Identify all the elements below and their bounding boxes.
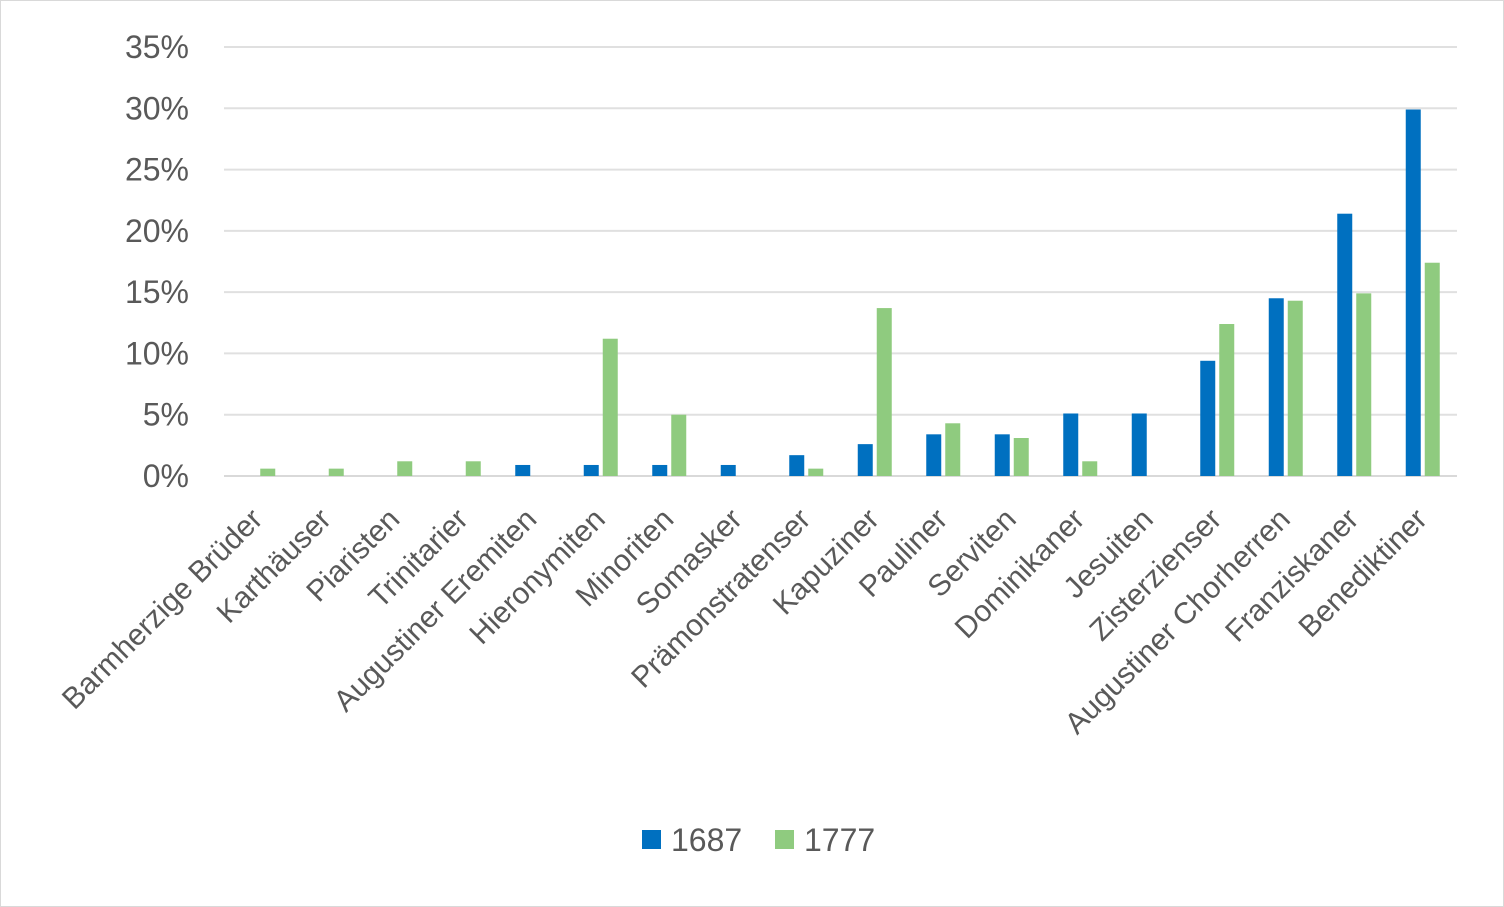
bar-1687 <box>1268 298 1284 476</box>
bar-1687 <box>515 464 531 476</box>
bar-1687 <box>1337 213 1353 476</box>
bar-1687 <box>720 464 736 476</box>
bar-1777 <box>876 308 892 476</box>
bar-1687 <box>789 455 805 476</box>
legend-swatch <box>642 830 661 849</box>
bar-1687 <box>1131 413 1147 476</box>
legend-label: 1777 <box>804 822 875 858</box>
y-tick-label: 5% <box>143 397 189 433</box>
bar-1687 <box>994 434 1010 476</box>
bar-1687 <box>857 444 873 476</box>
bar-1777 <box>260 468 276 476</box>
bar-1777 <box>1287 300 1303 476</box>
bar-1687 <box>652 464 668 476</box>
bar-1687 <box>926 434 942 476</box>
bar-1777 <box>671 414 687 476</box>
y-tick-label: 25% <box>125 152 189 188</box>
bar-1777 <box>945 423 961 476</box>
bar-1777 <box>465 461 481 476</box>
y-tick-label: 10% <box>125 335 189 371</box>
bar-1687 <box>1405 109 1421 477</box>
gridlines <box>224 46 1457 477</box>
bars <box>260 109 1440 477</box>
bar-1687 <box>583 464 599 476</box>
bar-1777 <box>808 468 824 476</box>
y-axis-ticks: 0% 5% 10% 15% 20% 25% 30% 35% <box>125 29 189 494</box>
legend-swatch <box>775 830 794 849</box>
legend-label: 1687 <box>671 822 742 858</box>
legend-item-1687: 1687 <box>642 822 742 858</box>
bar-1777 <box>397 461 413 476</box>
bar-1687 <box>1200 360 1216 476</box>
bar-1777 <box>1013 438 1029 476</box>
y-tick-label: 30% <box>125 90 189 126</box>
bar-1777 <box>602 338 618 476</box>
y-tick-label: 0% <box>143 458 189 494</box>
bar-1777 <box>1356 293 1372 476</box>
legend: 1687 1777 <box>642 822 875 858</box>
bar-1777 <box>1424 262 1440 476</box>
y-tick-label: 20% <box>125 213 189 249</box>
x-axis-labels: Barmherzige BrüderKarthäuserPiaristenTri… <box>56 503 1434 741</box>
y-tick-label: 35% <box>125 29 189 65</box>
bar-1777 <box>1219 324 1235 476</box>
bar-1777 <box>328 468 344 476</box>
legend-item-1777: 1777 <box>775 822 875 858</box>
bar-1777 <box>1082 461 1098 476</box>
bar-1687 <box>1063 413 1079 476</box>
y-tick-label: 15% <box>125 274 189 310</box>
